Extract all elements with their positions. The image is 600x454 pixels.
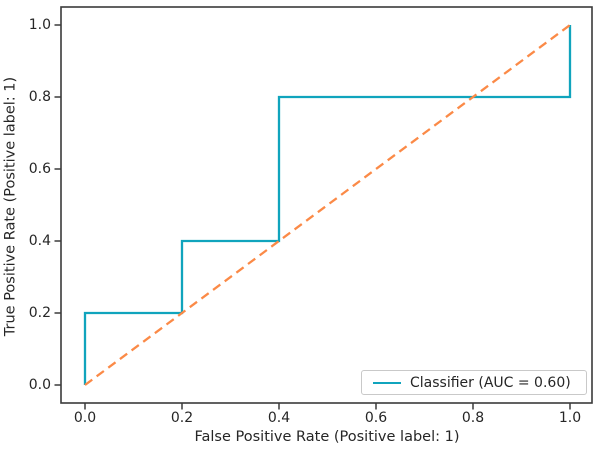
x-tick-label: 0.8 [461,410,485,426]
legend-label: Classifier (AUC = 0.60) [410,374,571,391]
x-tick-label: 0.0 [73,410,97,426]
y-tick-label: 0.2 [28,305,51,321]
x-tick-label: 0.2 [170,410,194,426]
y-tick-label: 0.4 [28,233,51,249]
y-tick-label: 1.0 [28,17,51,33]
x-axis-title: False Positive Rate (Positive label: 1) [194,429,460,445]
x-tick-label: 0.4 [267,410,291,426]
y-tick-label: 0.6 [28,161,51,177]
y-tick-label: 0.0 [28,377,51,393]
x-tick-label: 1.0 [558,410,582,426]
chance-level-line [84,24,571,386]
y-axis-title: True Positive Rate (Positive label: 1) [2,76,19,337]
plot-border [60,6,593,404]
roc-curve-line [83,25,572,385]
legend: Classifier (AUC = 0.60) [361,370,587,395]
y-tick-label: 0.8 [28,89,51,105]
legend-line-sample [373,381,401,384]
x-tick-label: 0.6 [364,410,388,426]
